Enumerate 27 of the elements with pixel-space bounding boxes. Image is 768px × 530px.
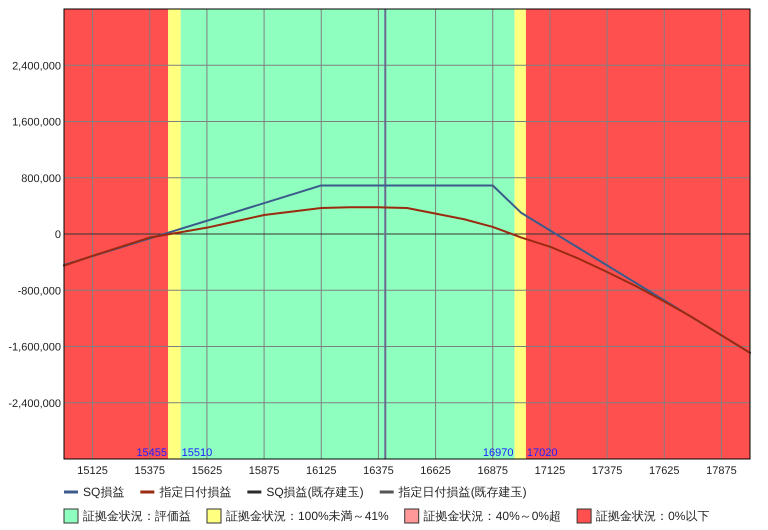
x-tick-label: 17125 — [534, 465, 566, 477]
x-tick-label: 17375 — [592, 465, 622, 477]
x-tick-label: 15125 — [77, 465, 108, 477]
legend-label: 証拠金状況：40%～0%超 — [424, 509, 562, 523]
legend-label: 指定日付損益(既存建玉) — [398, 485, 527, 499]
x-tick-label: 16375 — [363, 465, 394, 477]
legend-label: 証拠金状況：0%以下 — [596, 509, 710, 523]
legend-label: SQ損益(既存建玉) — [266, 485, 364, 499]
y-tick-label: 1,600,000 — [12, 116, 61, 128]
x-tick-label: 16625 — [420, 465, 451, 477]
y-tick-label: -800,000 — [18, 285, 61, 298]
legend-label: 証拠金状況：100%未満～41% — [226, 509, 390, 523]
x-tick-label: 17875 — [706, 465, 737, 477]
y-tick-label: 800,000 — [21, 172, 61, 185]
x-tick-label: 17625 — [648, 465, 680, 477]
y-tick-label: -1,600,000 — [8, 342, 61, 354]
y-tick-label: -2,400,000 — [8, 398, 61, 410]
x-tick-label: 16875 — [477, 465, 508, 477]
legend-label: 指定日付損益 — [158, 485, 232, 499]
x-tick-label: 15375 — [134, 465, 166, 477]
x-tick-label: 15875 — [248, 465, 280, 477]
legend-label: SQ損益 — [83, 485, 124, 499]
x-tick-label: 16125 — [306, 465, 337, 477]
y-tick-label: 0 — [54, 229, 61, 241]
x-tick-label: 15625 — [192, 465, 222, 477]
y-tick-label: 2,400,000 — [12, 60, 61, 72]
legend-label: 証拠金状況：評価益 — [83, 509, 191, 523]
